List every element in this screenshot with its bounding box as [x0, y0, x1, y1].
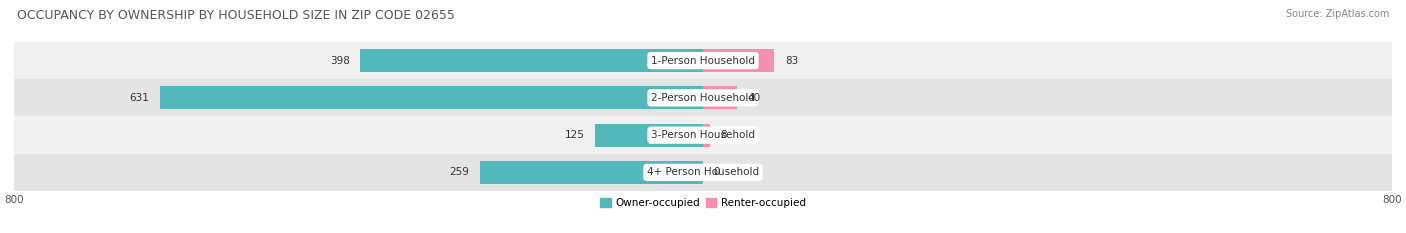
Legend: Owner-occupied, Renter-occupied: Owner-occupied, Renter-occupied: [600, 198, 806, 208]
Text: 4+ Person Household: 4+ Person Household: [647, 168, 759, 177]
Bar: [14, 116, 1392, 154]
Bar: [703, 123, 710, 147]
Text: 83: 83: [785, 56, 799, 65]
Bar: [14, 79, 1392, 116]
Text: 631: 631: [129, 93, 149, 103]
Bar: [703, 49, 775, 72]
Text: 3-Person Household: 3-Person Household: [651, 130, 755, 140]
Bar: [14, 154, 1392, 191]
Bar: [160, 86, 703, 110]
Bar: [360, 49, 703, 72]
Text: OCCUPANCY BY OWNERSHIP BY HOUSEHOLD SIZE IN ZIP CODE 02655: OCCUPANCY BY OWNERSHIP BY HOUSEHOLD SIZE…: [17, 9, 454, 22]
Text: 0: 0: [713, 168, 720, 177]
Text: 8: 8: [720, 130, 727, 140]
Text: 125: 125: [565, 130, 585, 140]
Text: 2-Person Household: 2-Person Household: [651, 93, 755, 103]
Bar: [479, 161, 703, 184]
Text: 1-Person Household: 1-Person Household: [651, 56, 755, 65]
Text: Source: ZipAtlas.com: Source: ZipAtlas.com: [1285, 9, 1389, 19]
Bar: [14, 42, 1392, 79]
Bar: [703, 86, 738, 110]
Text: 398: 398: [330, 56, 350, 65]
Bar: [595, 123, 703, 147]
Text: 259: 259: [450, 168, 470, 177]
Text: 40: 40: [748, 93, 761, 103]
